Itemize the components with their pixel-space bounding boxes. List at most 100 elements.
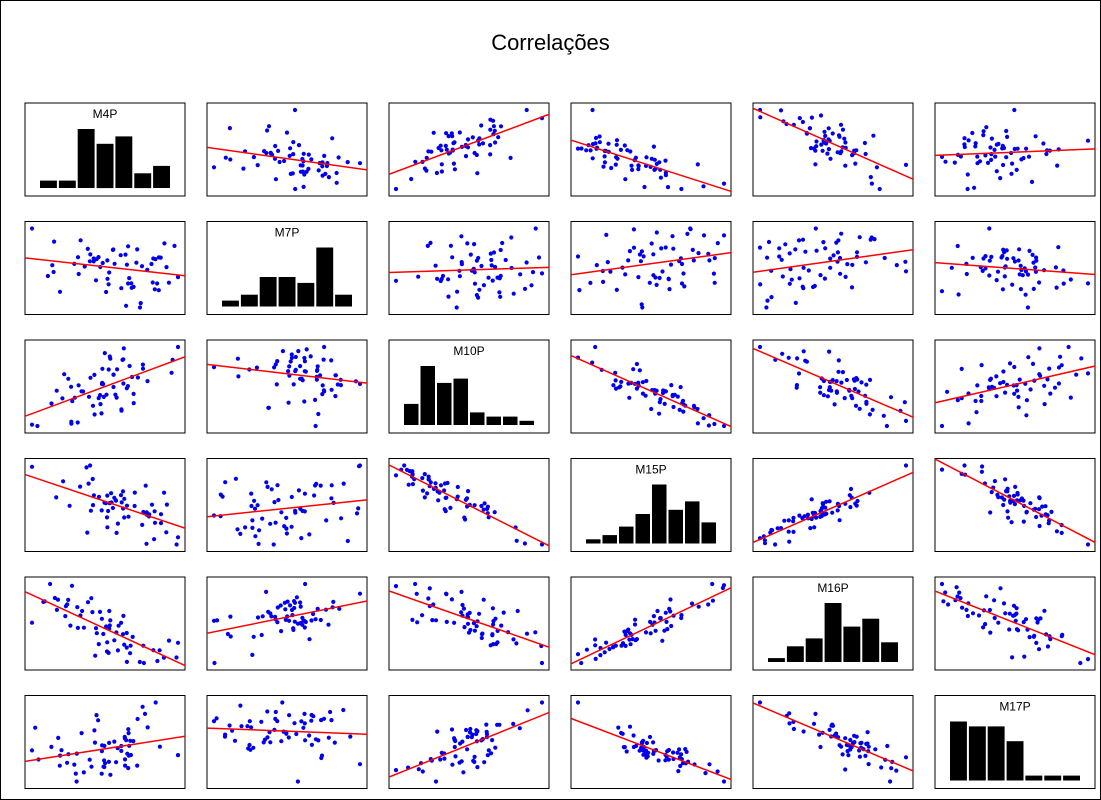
- scatter-point: [211, 719, 217, 724]
- scatter-point: [823, 133, 828, 138]
- histogram-bar: [685, 501, 700, 544]
- scatter-point: [289, 494, 294, 500]
- scatter-point: [662, 401, 667, 406]
- scatter-point: [122, 642, 127, 647]
- scatter-point: [498, 247, 503, 253]
- scatter-point: [420, 488, 425, 493]
- scatter-point: [902, 400, 907, 405]
- fit-line: [571, 717, 731, 781]
- scatter-point: [434, 170, 439, 176]
- scatter-point: [271, 542, 276, 547]
- scatter-point: [255, 163, 260, 168]
- scatter-point: [657, 411, 662, 416]
- scatter-point: [262, 149, 267, 154]
- scatter-point: [81, 389, 86, 394]
- histogram-bar: [652, 484, 667, 544]
- scatter-point: [1026, 154, 1032, 159]
- scatter-point: [256, 541, 261, 547]
- scatter-point: [106, 759, 111, 764]
- scatter-point: [852, 386, 858, 392]
- scatter-point: [681, 409, 686, 414]
- scatter-point: [668, 597, 673, 602]
- scatter-point: [250, 652, 255, 658]
- scatter-point: [73, 771, 78, 776]
- scatter-point: [711, 271, 717, 276]
- scatter-point: [791, 519, 796, 524]
- scatter-point: [866, 762, 871, 767]
- scatter-point: [598, 653, 603, 658]
- scatter-point: [712, 280, 717, 285]
- scatter-point: [62, 372, 67, 377]
- scatter-point: [627, 249, 633, 254]
- fit-line: [935, 148, 1095, 157]
- scatter-point: [593, 637, 598, 642]
- scatter-point: [949, 265, 954, 270]
- scatter-point: [1023, 292, 1028, 297]
- scatter-point: [88, 463, 93, 468]
- scatter-point: [707, 762, 712, 767]
- scatter-point: [1013, 484, 1018, 489]
- scatter-point: [475, 765, 480, 770]
- scatter-point: [123, 763, 128, 768]
- scatter-point: [126, 281, 131, 286]
- scatter-point: [212, 660, 217, 666]
- scatter-point: [431, 130, 436, 135]
- scatter-point: [121, 357, 126, 362]
- scatter-point: [843, 163, 848, 168]
- scatter-point: [588, 280, 593, 285]
- scatter-point: [65, 760, 70, 765]
- fit-line: [207, 600, 367, 635]
- scatter-point: [829, 388, 834, 393]
- scatter-point: [29, 748, 35, 753]
- scatter-point: [871, 133, 876, 138]
- scatter-point: [830, 510, 835, 515]
- scatter-point: [1052, 385, 1058, 390]
- scatter-point: [322, 153, 327, 158]
- fit-line: [25, 257, 185, 277]
- scatter-point: [979, 363, 984, 368]
- scatter-point: [1045, 377, 1050, 382]
- scatter-point: [707, 258, 712, 263]
- scatter-point: [859, 380, 864, 385]
- scatter-point: [668, 262, 674, 267]
- histogram-bar: [635, 514, 650, 544]
- scatter-point: [616, 725, 621, 730]
- scatter-point: [662, 628, 667, 633]
- scatter-point: [894, 768, 899, 773]
- variable-label: M4P: [93, 107, 118, 121]
- histogram-bar: [316, 247, 334, 307]
- scatter-point: [451, 141, 456, 146]
- scatter-point: [410, 617, 415, 623]
- scatter-point: [777, 254, 782, 259]
- scatter-point: [1007, 627, 1012, 632]
- scatter-point: [81, 770, 86, 775]
- scatter-point: [988, 145, 993, 150]
- scatter-point: [252, 506, 258, 511]
- scatter-point: [444, 619, 449, 625]
- scatter-point: [1018, 498, 1023, 503]
- scatter-point: [393, 584, 399, 589]
- scatter-point: [643, 393, 648, 398]
- scatter-point: [1001, 502, 1006, 508]
- scatter-point: [306, 152, 311, 157]
- scatter-point: [175, 753, 181, 758]
- histogram-bar: [519, 420, 534, 425]
- scatter-point: [296, 143, 302, 148]
- scatter-point: [814, 248, 819, 253]
- scatter-point: [488, 251, 493, 256]
- scatter-point: [105, 258, 110, 263]
- scatter-point: [832, 402, 837, 407]
- scatter-point: [881, 413, 886, 418]
- scatter-point: [903, 418, 909, 423]
- scatter-point: [795, 356, 800, 361]
- scatter-point: [104, 392, 109, 397]
- scatter-point: [988, 630, 993, 635]
- scatter-point: [284, 130, 290, 135]
- scatter-point: [152, 537, 157, 542]
- scatter-point: [102, 351, 107, 356]
- scatter-point: [777, 246, 782, 251]
- scatter-point: [330, 136, 335, 141]
- scatter-point: [588, 148, 593, 153]
- scatter-point: [1033, 265, 1038, 270]
- fit-line: [207, 499, 367, 518]
